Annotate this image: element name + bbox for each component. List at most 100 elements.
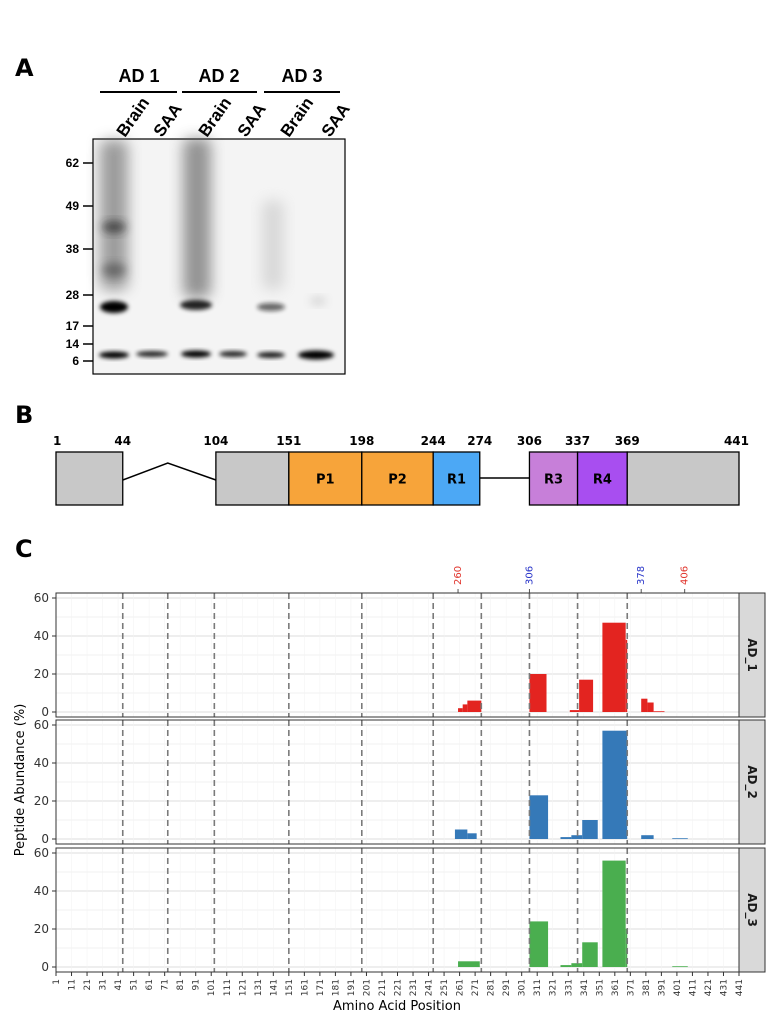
x-tick-label-141: 141 — [269, 979, 279, 996]
bar-ad_1-5 — [579, 680, 593, 712]
domain-label-p2: P2 — [388, 473, 407, 488]
bar-ad_1-10 — [654, 711, 665, 712]
domain-segment-gray-1 — [216, 452, 289, 505]
bar-ad_2-8 — [672, 838, 688, 839]
facet-ad_1: 0 20 40 60 AD_1 — [34, 591, 765, 719]
y-tick-label-40: 40 — [34, 756, 49, 770]
facet-strip-label-ad_3: AD_3 — [744, 893, 759, 927]
domain-position-441: 441 — [724, 434, 749, 448]
domain-position-306: 306 — [517, 434, 542, 448]
lane-label-2: SAA — [150, 100, 186, 140]
bar-ad_3-4 — [582, 942, 598, 967]
domain-segment-gray-7 — [627, 452, 739, 505]
y-tick-label-40: 40 — [34, 884, 49, 898]
bar-ad_2-7 — [641, 835, 653, 839]
y-tick-label-60: 60 — [34, 846, 49, 860]
bar-ad_1-6 — [602, 623, 625, 712]
y-tick-label-0: 0 — [41, 705, 49, 719]
x-tick-label-81: 81 — [176, 979, 186, 990]
x-tick-label-101: 101 — [207, 979, 217, 996]
x-tick-label-51: 51 — [130, 979, 140, 990]
bar-ad_2-2 — [529, 795, 548, 839]
x-tick-label-281: 281 — [487, 979, 497, 996]
domain-position-244: 244 — [421, 434, 446, 448]
x-tick-label-151: 151 — [285, 979, 295, 996]
x-axis-label: Amino Acid Position — [333, 999, 461, 1014]
mw-label-62: 62 — [66, 156, 80, 170]
y-tick-label-40: 40 — [34, 629, 49, 643]
mw-label-17: 17 — [66, 319, 80, 333]
y-tick-label-0: 0 — [41, 960, 49, 974]
domain-label-r1: R1 — [447, 473, 466, 488]
lane-label-3: Brain — [195, 94, 235, 141]
x-tick-label-321: 321 — [549, 979, 559, 996]
x-tick-label-121: 121 — [238, 979, 248, 996]
x-tick-label-211: 211 — [378, 979, 388, 996]
x-tick-label-381: 381 — [642, 979, 652, 996]
bar-ad_3-2 — [560, 965, 571, 967]
domain-position-369: 369 — [615, 434, 640, 448]
bar-ad_1-3 — [529, 674, 546, 712]
x-tick-label-201: 201 — [362, 979, 372, 996]
x-tick-label-301: 301 — [518, 979, 528, 996]
y-tick-label-20: 20 — [34, 794, 49, 808]
x-tick-label-331: 331 — [564, 979, 574, 996]
y-tick-label-60: 60 — [34, 591, 49, 605]
domain-position-1: 1 — [53, 434, 61, 448]
x-tick-label-181: 181 — [331, 979, 341, 996]
panel-a-label: A — [15, 54, 34, 82]
x-tick-label-361: 361 — [611, 979, 621, 996]
lane-label-6: SAA — [318, 100, 354, 140]
x-tick-label-311: 311 — [533, 979, 543, 996]
domain-position-274: 274 — [467, 434, 492, 448]
mw-label-28: 28 — [66, 288, 80, 302]
mw-label-38: 38 — [66, 242, 80, 256]
y-tick-label-60: 60 — [34, 718, 49, 732]
annotation-406: 406 — [680, 566, 691, 585]
lane-label-4: SAA — [234, 100, 270, 140]
x-tick-label-131: 131 — [254, 979, 264, 996]
annotation-378: 378 — [636, 566, 647, 585]
bar-ad_3-7 — [672, 966, 688, 967]
bar-ad_3-1 — [529, 921, 548, 967]
group-label-ad3: AD 3 — [281, 66, 322, 86]
x-tick-label-31: 31 — [99, 979, 109, 990]
bar-ad_1-2 — [467, 701, 481, 712]
y-tick-label-0: 0 — [41, 832, 49, 846]
panel-b-label: B — [15, 401, 33, 429]
group-label-ad1: AD 1 — [118, 66, 159, 86]
blot-group-headers: AD 1 AD 2 AD 3 — [100, 66, 340, 92]
bar-ad_2-1 — [467, 833, 476, 839]
tau-domain-map: P1 P2 R1 R3 R4 1 44 104 151 198 244 274 306 337 369 441 — [53, 434, 749, 505]
x-tick-label-351: 351 — [595, 979, 605, 996]
x-tick-label-251: 251 — [440, 979, 450, 996]
x-tick-label-71: 71 — [161, 979, 171, 990]
x-tick-label-441: 441 — [735, 979, 745, 996]
domain-label-p1: P1 — [316, 473, 335, 488]
annotation-306: 306 — [524, 566, 535, 585]
x-tick-label-91: 91 — [192, 979, 202, 990]
exon-splice-connector — [123, 463, 216, 480]
western-blot-image — [93, 138, 345, 374]
x-tick-label-401: 401 — [673, 979, 683, 996]
y-tick-label-20: 20 — [34, 922, 49, 936]
bar-ad_3-0 — [458, 961, 480, 967]
x-tick-label-1: 1 — [52, 979, 62, 985]
facet-ad_2: 0 20 40 60 AD_2 — [34, 718, 765, 846]
bar-ad_2-6 — [602, 731, 627, 839]
group-label-ad2: AD 2 — [198, 66, 239, 86]
x-tick-label-191: 191 — [347, 979, 357, 996]
x-tick-label-111: 111 — [223, 979, 233, 996]
mw-label-6: 6 — [72, 354, 79, 368]
x-tick-label-221: 221 — [394, 979, 404, 996]
x-tick-label-411: 411 — [688, 979, 698, 996]
x-tick-label-261: 261 — [456, 979, 466, 996]
bar-ad_2-3 — [560, 837, 571, 839]
bar-ad_2-5 — [582, 820, 598, 839]
x-tick-label-371: 371 — [626, 979, 636, 996]
bar-ad_2-0 — [455, 830, 467, 840]
bar-ad_1-4 — [570, 710, 579, 712]
bar-ad_1-0 — [458, 708, 463, 712]
facet-ad_3: 0 20 40 60 AD_3 — [34, 846, 765, 974]
